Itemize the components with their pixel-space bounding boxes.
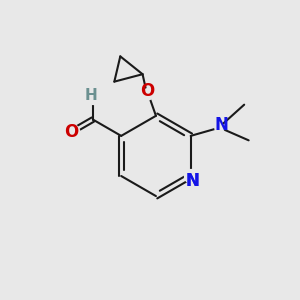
Text: N: N	[185, 172, 199, 190]
Text: O: O	[64, 123, 78, 141]
Text: N: N	[215, 116, 229, 134]
Text: N: N	[185, 172, 199, 190]
Text: O: O	[140, 82, 154, 100]
Text: H: H	[85, 88, 98, 103]
